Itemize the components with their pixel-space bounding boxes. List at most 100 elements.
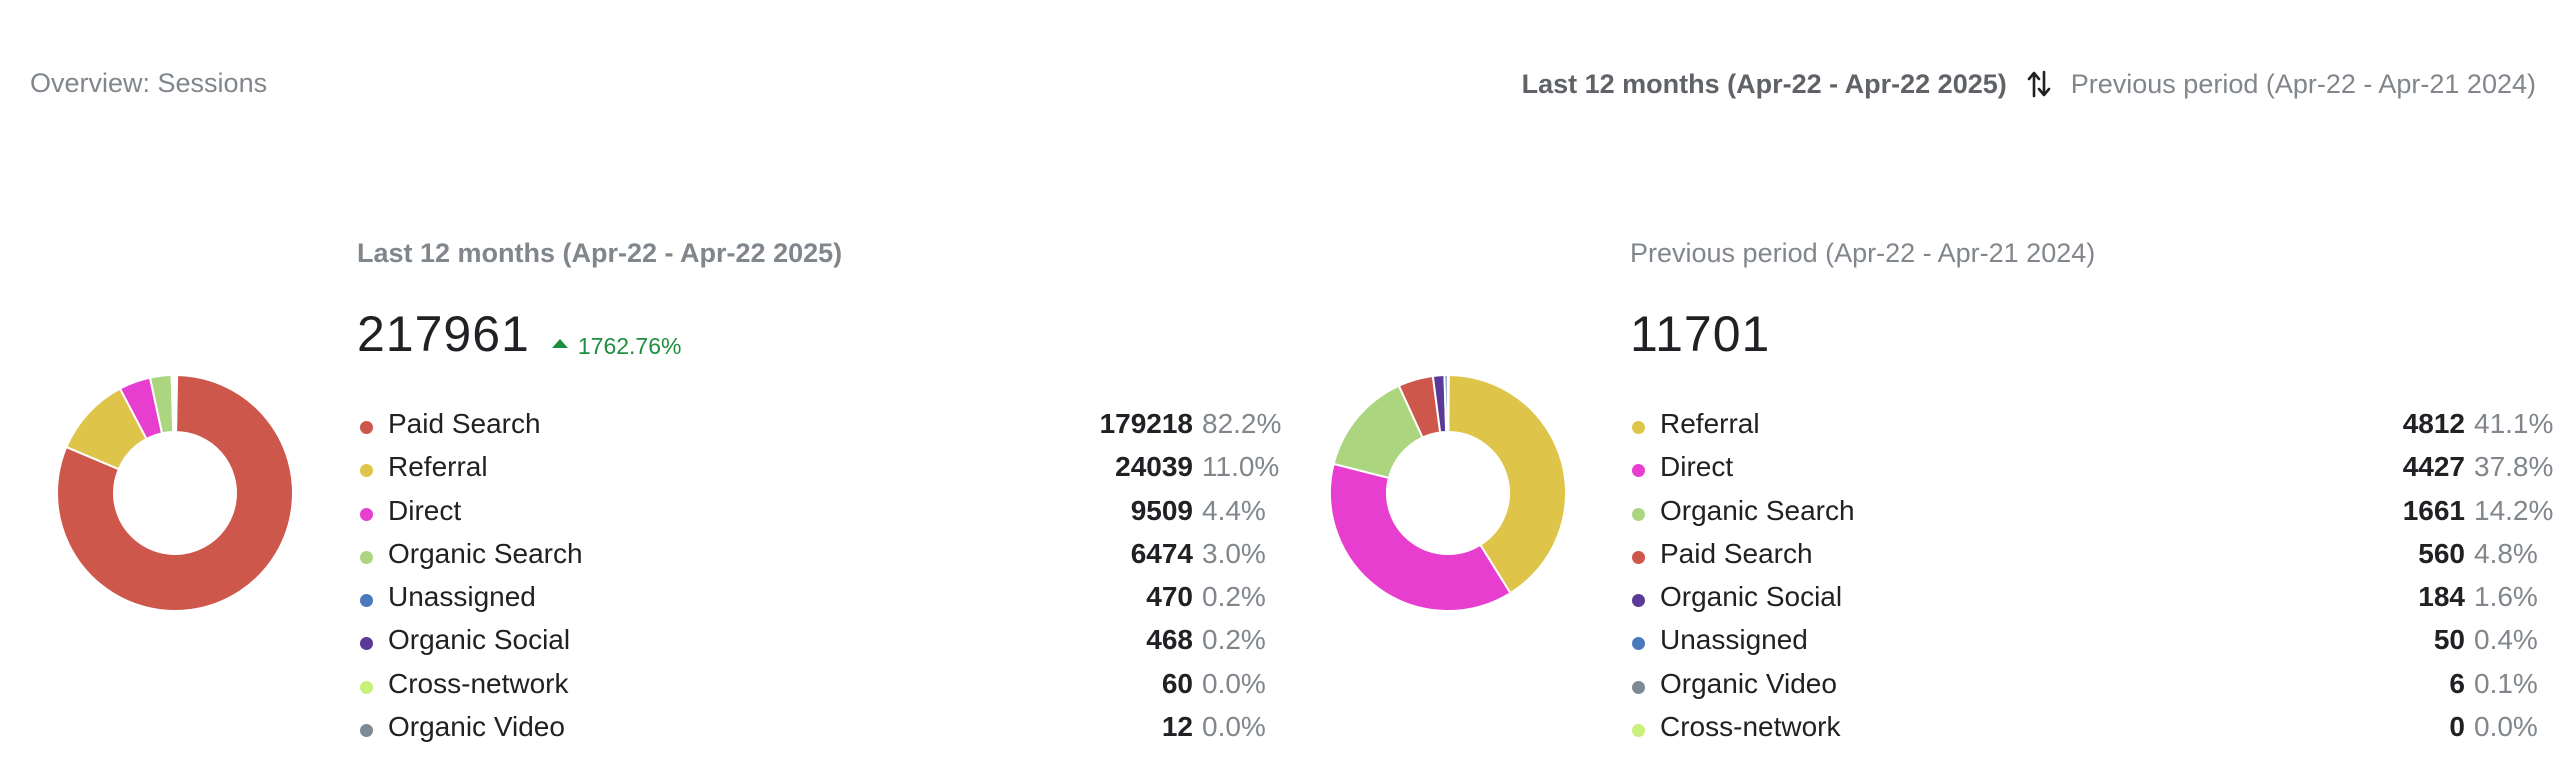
current-panel-heading: Last 12 months (Apr-22 - Apr-22 2025) [357,238,843,268]
legend-percent: 0.1% [2474,667,2538,699]
legend-label: Unassigned [1660,624,1808,656]
legend-row-organic-search[interactable]: Organic Search 6474 3.0% [360,538,1266,581]
previous-legend: Referral 4812 41.1% Direct 4427 37.8% Organic … [1632,408,2553,754]
page-title: Overview: Sessions [30,68,268,98]
legend-row-organic-video[interactable]: Organic Video 6 0.1% [1632,668,2538,711]
legend-dot-icon [1632,594,1645,608]
legend-value: 179218 [1099,408,1193,439]
legend-percent: 37.8% [2474,451,2554,483]
legend-label: Paid Search [388,408,541,439]
legend-row-cross-network[interactable]: Cross-network 0 0.0% [1632,711,2538,754]
legend-dot-icon [1632,421,1645,434]
previous-period-label[interactable]: Previous period (Apr-22 - Apr-21 2024) [2070,68,2536,99]
legend-label: Cross-network [1660,711,1841,743]
legend-row-direct[interactable]: Direct 9509 4.4% [360,495,1266,538]
legend-row-organic-search[interactable]: Organic Search 1661 14.2% [1632,494,2553,538]
pie-slice-organic-video[interactable] [174,374,179,434]
pie-slice-direct[interactable] [1329,462,1512,612]
legend-dot-icon [360,637,373,651]
change-badge: 1762.76% [551,333,681,360]
legend-dot-icon [360,680,373,694]
legend-label: Paid Search [1660,537,1813,569]
legend-dot-icon [360,464,373,478]
pie-slice-paid-search[interactable] [56,374,294,612]
legend-dot-icon [360,550,373,564]
legend-label: Unassigned [388,581,536,613]
legend-value: 0 [2449,711,2465,743]
legend-value: 470 [1146,581,1193,613]
legend-dot-icon [1632,464,1645,478]
legend-dot-icon [360,507,373,521]
legend-dot-icon [1632,724,1645,738]
legend-label: Organic Social [388,624,571,656]
legend-percent: 3.0% [1202,537,1266,569]
legend-row-referral[interactable]: Referral 24039 11.0% [360,451,1279,494]
legend-label: Organic Video [1660,667,1837,699]
previous-panel-heading: Previous period (Apr-22 - Apr-21 2024) [1630,238,2096,268]
legend-percent: 0.4% [2474,624,2538,656]
legend-percent: 11.0% [1202,451,1280,483]
legend-label: Cross-network [388,667,569,699]
legend-label: Direct [1660,451,1734,483]
pie-slice-organic-video[interactable] [1446,374,1450,434]
legend-percent: 0.0% [1202,667,1266,699]
legend-row-unassigned[interactable]: Unassigned 470 0.2% [360,581,1266,624]
legend-label: Organic Search [1660,494,1855,526]
current-period-label[interactable]: Last 12 months (Apr-22 - Apr-22 2025) [1521,68,2007,99]
previous-total-row: 11701 [1630,305,1770,363]
legend-value: 24039 [1115,451,1193,483]
legend-percent: 41.1% [2474,408,2554,439]
arrow-up-icon [551,339,568,348]
legend-dot-icon [1632,680,1645,694]
date-range-selector[interactable]: Last 12 months (Apr-22 - Apr-22 2025) Pr… [1522,68,2536,100]
legend-row-organic-social[interactable]: Organic Social 184 1.6% [1632,581,2538,624]
legend-label: Referral [1660,408,1760,439]
legend-value: 50 [2433,624,2465,656]
previous-total-value: 11701 [1630,306,1771,362]
legend-row-paid-search[interactable]: Paid Search 560 4.8% [1632,538,2538,581]
legend-dot-icon [1632,507,1645,521]
legend-value: 12 [1161,711,1193,743]
legend-row-organic-social[interactable]: Organic Social 468 0.2% [360,624,1266,667]
legend-label: Organic Video [388,711,565,743]
legend-dot-icon [360,421,373,434]
legend-value: 468 [1146,624,1193,656]
legend-value: 1661 [2402,494,2465,526]
current-total-value: 217961 [357,306,530,362]
swap-vertical-icon[interactable] [2025,68,2053,100]
legend-label: Organic Search [388,537,583,569]
legend-percent: 82.2% [1202,408,1282,439]
legend-row-cross-network[interactable]: Cross-network 60 0.0% [360,668,1266,711]
pie-slice-referral[interactable] [1447,374,1567,595]
legend-value: 60 [1161,667,1193,699]
legend-label: Organic Social [1660,581,1843,613]
legend-label: Referral [388,451,488,483]
legend-value: 4812 [2402,408,2465,439]
legend-percent: 0.0% [2474,711,2538,743]
current-legend: Paid Search 179218 82.2% Referral 24039 11.0%… [360,408,1281,754]
legend-value: 9509 [1130,494,1193,526]
legend-row-referral[interactable]: Referral 4812 41.1% [1632,408,2553,451]
legend-row-direct[interactable]: Direct 4427 37.8% [1632,451,2553,494]
legend-percent: 4.4% [1202,494,1266,526]
current-total-row: 217961 1762.76% [357,305,681,363]
legend-row-unassigned[interactable]: Unassigned 50 0.4% [1632,624,2538,667]
legend-percent: 0.0% [1202,711,1266,743]
legend-value: 184 [2418,581,2465,613]
legend-value: 560 [2418,537,2465,569]
legend-dot-icon [360,594,373,608]
legend-row-organic-video[interactable]: Organic Video 12 0.0% [360,711,1266,754]
legend-dot-icon [360,724,373,738]
legend-value: 4427 [2402,451,2465,483]
previous-donut-chart [1329,374,1567,612]
legend-percent: 14.2% [2474,494,2554,526]
legend-percent: 0.2% [1202,581,1266,613]
legend-dot-icon [1632,637,1645,651]
current-donut-chart [56,374,294,612]
legend-percent: 1.6% [2474,581,2538,613]
legend-value: 6 [2449,667,2465,699]
legend-row-paid-search[interactable]: Paid Search 179218 82.2% [360,408,1281,451]
legend-value: 6474 [1130,537,1193,569]
legend-percent: 0.2% [1202,624,1266,656]
legend-dot-icon [1632,550,1645,564]
